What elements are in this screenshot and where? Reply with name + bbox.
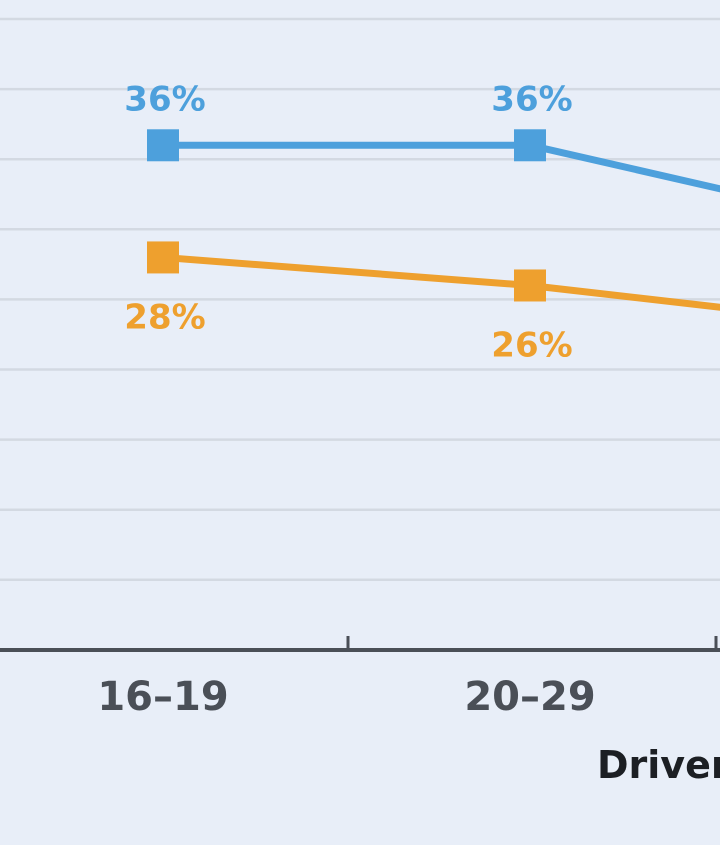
- data-labels: 36% 36% 28% 26%: [124, 79, 572, 365]
- series-marker: [147, 241, 179, 274]
- series-group: [147, 129, 720, 311]
- data-label: 36%: [491, 79, 572, 119]
- x-axis: 16–19 20–29: [0, 636, 720, 720]
- data-label: 36%: [124, 79, 205, 119]
- x-tick-label: 20–29: [464, 674, 595, 720]
- series-line: [162, 253, 720, 311]
- series-marker: [514, 269, 546, 302]
- x-axis-title: Driver: [597, 743, 720, 787]
- data-label: 28%: [124, 297, 205, 337]
- data-label: 26%: [491, 325, 572, 365]
- series-line: [163, 141, 720, 193]
- gridlines: [0, 17, 720, 582]
- series-marker: [147, 129, 179, 162]
- series-marker: [514, 129, 546, 162]
- x-tick-label: 16–19: [97, 674, 228, 720]
